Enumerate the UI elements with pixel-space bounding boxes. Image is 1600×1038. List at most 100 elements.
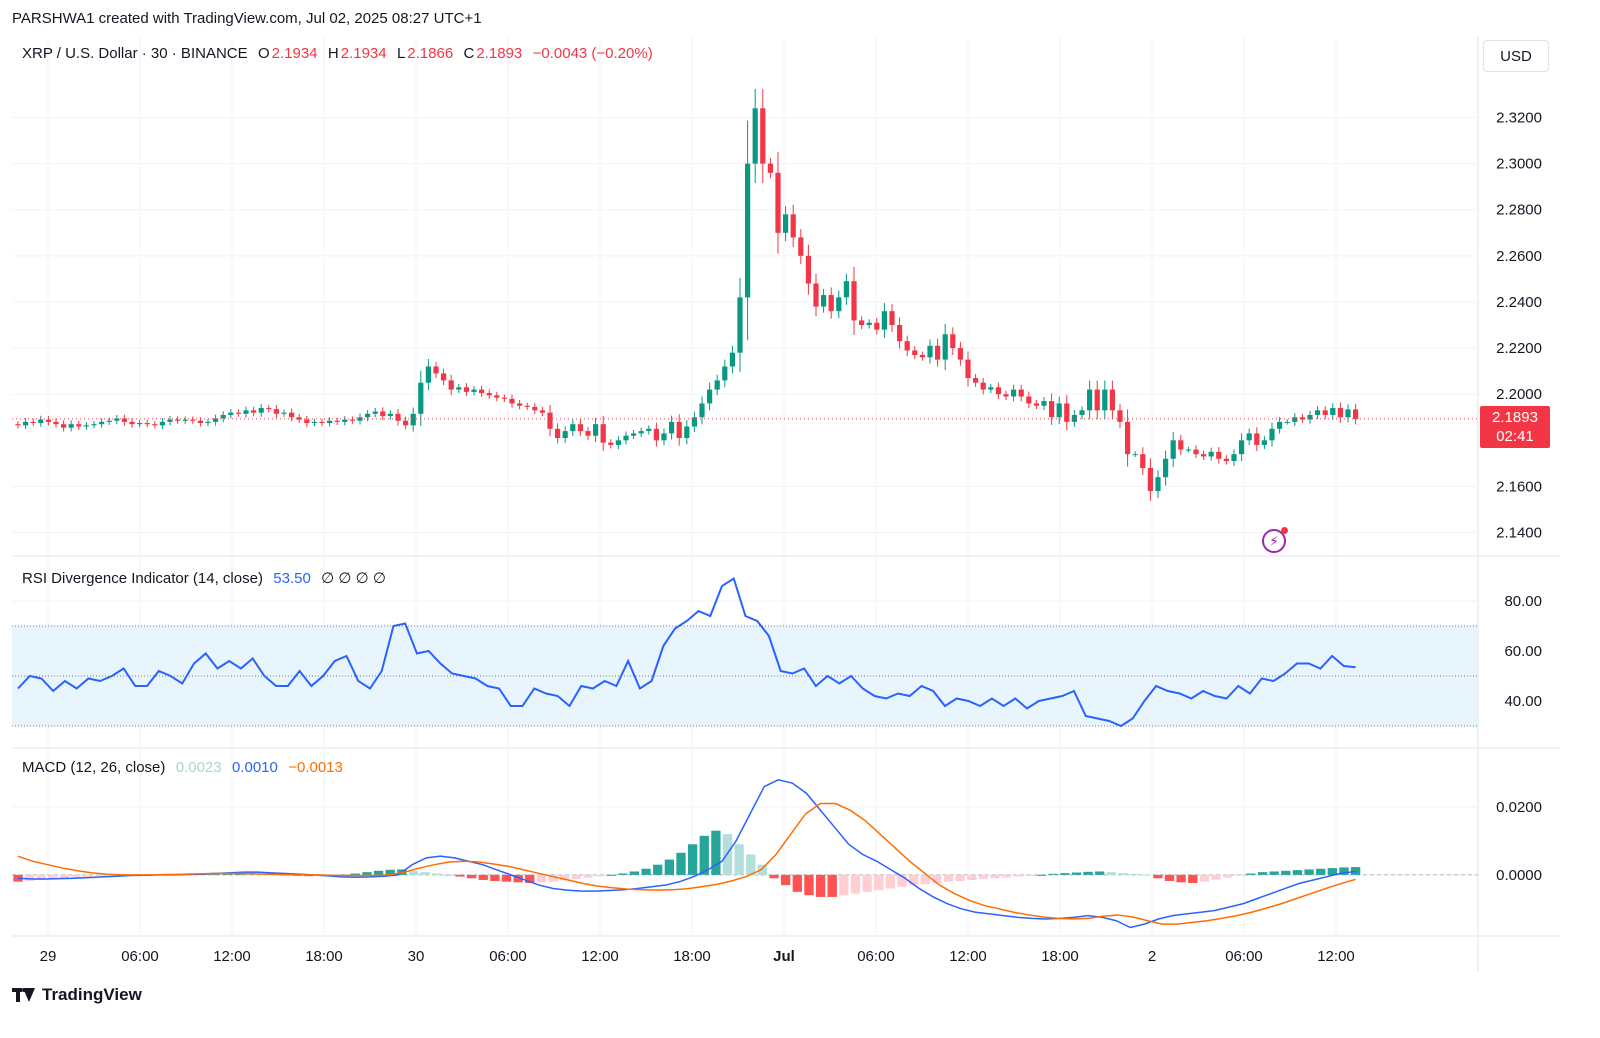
macd-histogram-bar (59, 874, 70, 879)
macd-histogram-bar (1257, 872, 1268, 875)
high-value: 2.1934 (340, 45, 387, 62)
macd-histogram-bar (1071, 872, 1082, 875)
rsi-extra: ∅ ∅ ∅ ∅ (321, 570, 386, 587)
candle-body (1231, 454, 1237, 462)
price-tick-label: 2.2400 (1496, 294, 1542, 311)
candle-body (935, 345, 941, 360)
open-label: O (257, 45, 270, 62)
macd-histogram-bar (757, 864, 768, 875)
candle-body (479, 389, 485, 394)
candle-body (1064, 403, 1070, 422)
macd-histogram-bar (606, 874, 616, 876)
candle-body (167, 419, 173, 422)
macd-panel (12, 778, 1478, 929)
candle-body (1170, 440, 1176, 459)
candle-body (1102, 389, 1108, 411)
candle-body (1155, 477, 1161, 492)
candle-body (205, 421, 211, 424)
macd-value: 0.0010 (231, 759, 278, 776)
time-tick-label: 18:00 (305, 948, 343, 965)
macd-histogram-bar (769, 874, 779, 879)
macd-tick-label: 0.0000 (1496, 867, 1542, 884)
candle-body (1185, 449, 1191, 451)
macd-histogram-bar (1153, 874, 1163, 879)
candle-body (1033, 403, 1039, 406)
candle-body (494, 395, 500, 398)
candle-body (372, 411, 378, 414)
price-tick-label: 2.1600 (1496, 478, 1542, 495)
tradingview-logo-icon (12, 988, 36, 1002)
time-tick-label: 12:00 (213, 948, 251, 965)
candle-body (1132, 454, 1138, 456)
candle-body (927, 345, 933, 358)
chart-canvas[interactable]: 29 06:00 12:00 18:00 30 06:00 12:00 18:00 Jul 06:… (12, 36, 1560, 972)
symbol-name: XRP / U.S. Dollar · 30 · BINANCE (22, 45, 248, 62)
macd-histogram-bar (1141, 874, 1151, 876)
macd-histogram-bar (1292, 870, 1303, 875)
currency-button[interactable]: USD (1483, 40, 1549, 72)
candle-body (1345, 409, 1351, 418)
macd-histogram-bar (1234, 874, 1244, 876)
macd-histogram-bar (513, 874, 523, 883)
macd-histogram-bar (618, 873, 628, 875)
macd-histogram-bar (1327, 868, 1337, 875)
macd-histogram-bar (874, 874, 884, 891)
candle-body (608, 442, 614, 445)
macd-histogram-bar (711, 830, 721, 875)
macd-histogram-bar (583, 874, 593, 878)
candle-body (646, 428, 652, 432)
macd-histogram-bar (932, 874, 942, 884)
candle-body (1049, 401, 1055, 418)
candle-body (334, 420, 340, 422)
candle-body (1193, 449, 1199, 455)
candle-body (1223, 458, 1229, 462)
macd-histogram-bar (676, 852, 686, 875)
candle-body (942, 334, 948, 360)
macd-histogram-bar (862, 874, 872, 892)
candle-body (311, 421, 317, 424)
low-label: L (396, 45, 406, 62)
candle-body (1018, 389, 1024, 397)
macd-histogram-bar (501, 874, 512, 882)
candle-body (129, 421, 135, 425)
close-label: C (463, 45, 475, 62)
macd-histogram-bar (1164, 874, 1175, 881)
candle-body (980, 382, 986, 390)
candle-body (1277, 421, 1283, 429)
candle-body (836, 297, 842, 312)
macd-histogram-bar (350, 873, 360, 875)
macd-histogram-bar (94, 874, 105, 877)
candle-body (859, 320, 865, 326)
candle-body (349, 419, 355, 421)
candle-body (1307, 414, 1313, 420)
candle-body (912, 350, 918, 356)
candle-body (114, 418, 120, 421)
grid-lines (12, 36, 1560, 972)
candle-body (790, 214, 796, 238)
candle-body (1094, 389, 1100, 411)
candle-body (897, 325, 903, 342)
candle-body (486, 393, 492, 396)
macd-histogram-bar (1025, 874, 1035, 876)
candle-body (752, 108, 758, 164)
candle-body (843, 281, 849, 298)
lightning-bolt-icon[interactable]: ⚡ (1262, 527, 1288, 553)
candle-body (83, 425, 89, 427)
macd-histogram-bar (641, 868, 651, 875)
candle-body (509, 398, 515, 404)
candle-body (957, 348, 963, 360)
candle-body (182, 419, 188, 421)
macd-histogram-bar (83, 874, 93, 877)
candle-body (669, 421, 675, 434)
candle-body (1315, 410, 1321, 415)
macd-histogram-bar (1083, 871, 1093, 875)
candle-body (175, 419, 181, 421)
candle-body (99, 421, 105, 425)
macd-histogram-bar (664, 859, 675, 875)
candle-body (235, 412, 241, 414)
macd-histogram-bar (420, 872, 430, 875)
macd-histogram-bar (943, 874, 954, 882)
macd-histogram-bar (804, 874, 814, 896)
rsi-label: RSI Divergence Indicator (14, close) (22, 570, 263, 587)
candle-body (425, 366, 431, 383)
